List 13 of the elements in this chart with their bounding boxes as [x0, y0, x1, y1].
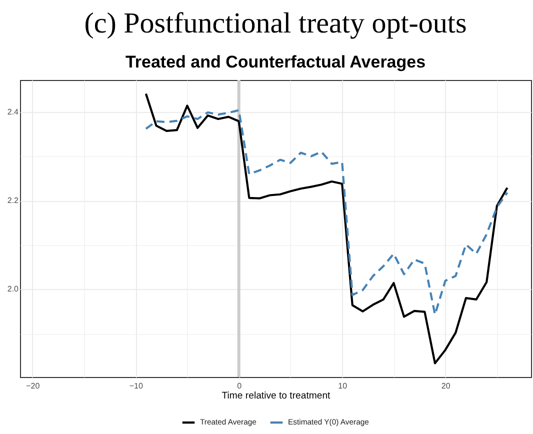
x-tick-label: 10	[338, 382, 348, 390]
y-tick-label: 2.2	[7, 196, 20, 206]
x-tick-label: 0	[237, 382, 242, 390]
y-tick-label: 2.0	[7, 284, 20, 294]
x-axis-title: Time relative to treatment	[222, 390, 331, 402]
x-tick-label: −10	[129, 382, 144, 390]
x-tick-label: −20	[26, 382, 40, 390]
line-series	[144, 92, 508, 364]
chart-title: (c) Postfunctional treaty opt-outs	[84, 8, 467, 40]
chart-subtitle: Treated and Counterfactual Averages	[125, 52, 426, 72]
x-tick-label: 20	[441, 382, 451, 390]
line-series	[144, 109, 508, 316]
y-tick-label: 2.4	[7, 107, 20, 116]
